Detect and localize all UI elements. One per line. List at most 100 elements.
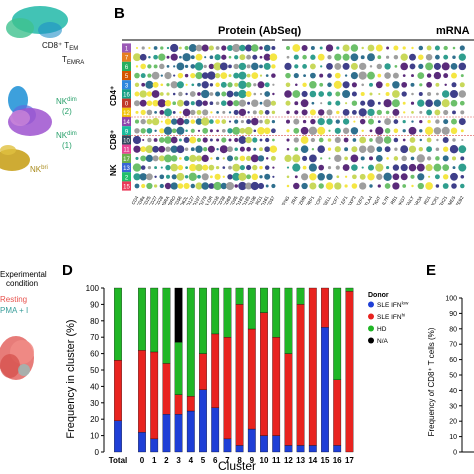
mrna-dot xyxy=(400,164,408,172)
bar-segment xyxy=(235,287,244,305)
mrna-dot xyxy=(327,73,332,78)
mrna-dot xyxy=(419,138,423,142)
protein-dot xyxy=(152,100,159,107)
mrna-dot xyxy=(377,120,381,123)
bar-segment xyxy=(333,379,342,446)
bar-segment xyxy=(321,327,329,453)
protein-dot xyxy=(251,44,259,52)
mrna-dot xyxy=(301,109,308,116)
mrna-dot xyxy=(368,118,374,125)
protein-dot xyxy=(201,44,209,52)
bar-segment xyxy=(186,396,195,412)
mrna-dot xyxy=(452,166,456,170)
protein-column-label: CD62L xyxy=(178,195,190,205)
mrna-dot xyxy=(416,163,425,172)
protein-dot xyxy=(184,175,189,179)
mrna-dot xyxy=(369,82,373,87)
mrna-dot xyxy=(394,147,398,151)
bar-segment xyxy=(223,287,232,338)
nk-dim1-label: NKdim xyxy=(56,131,77,140)
mrna-dot xyxy=(417,173,425,181)
mrna-dot xyxy=(334,127,341,134)
mrna-dot xyxy=(301,90,308,98)
protein-dot xyxy=(216,129,219,133)
mrna-dot xyxy=(342,127,350,134)
mrna-column-label: FCGR3A xyxy=(410,195,423,205)
cluster-row-label: 10 xyxy=(123,139,130,145)
mrna-dot xyxy=(293,127,300,134)
legend-title-line2: condition xyxy=(6,279,39,288)
mrna-dot xyxy=(334,182,342,190)
mrna-column-label: IL7R xyxy=(381,195,390,205)
protein-dot xyxy=(202,164,209,171)
protein-dot xyxy=(190,183,196,189)
donor-legend: Donor SLE IFNlow SLE IFNhi HD N/A xyxy=(368,292,409,345)
mrna-dot xyxy=(318,91,325,97)
mrna-dot xyxy=(452,110,456,115)
mrna-dot xyxy=(361,129,364,133)
protein-dot xyxy=(245,44,253,52)
mrna-dot xyxy=(342,53,350,61)
protein-dot xyxy=(259,64,263,69)
protein-dot xyxy=(219,145,228,154)
protein-dot xyxy=(227,128,233,134)
cluster-row-label: 3 xyxy=(125,83,129,89)
y-tick-label: 40 xyxy=(90,382,99,391)
mrna-dot xyxy=(317,173,325,181)
mrna-dot xyxy=(367,164,375,171)
protein-dot xyxy=(233,63,239,70)
cluster-row-label: 5 xyxy=(125,74,129,80)
mrna-dot xyxy=(375,136,384,144)
protein-dot xyxy=(153,184,158,188)
protein-dot xyxy=(272,92,275,96)
mrna-dot xyxy=(342,62,350,70)
mrna-dot xyxy=(392,173,400,181)
protein-dot xyxy=(183,118,190,125)
protein-dot xyxy=(195,155,203,162)
protein-dot xyxy=(190,147,195,152)
mrna-dot xyxy=(458,90,467,98)
protein-dot xyxy=(227,100,233,107)
protein-dot xyxy=(140,165,146,170)
protein-dot xyxy=(263,44,271,52)
protein-dot xyxy=(245,136,252,144)
mrna-dot xyxy=(425,99,433,108)
protein-dot xyxy=(151,90,160,98)
mrna-dot xyxy=(293,73,299,79)
mrna-dot xyxy=(367,44,375,52)
protein-dot xyxy=(139,173,147,181)
protein-dot xyxy=(195,44,203,52)
protein-column-label: CD8a xyxy=(135,195,145,205)
mrna-column-label: GNLY xyxy=(405,195,415,205)
mrna-dot xyxy=(367,99,375,108)
mrna-dot xyxy=(310,118,316,125)
mrna-dot xyxy=(435,147,440,151)
protein-dot xyxy=(202,127,209,134)
mrna-dot xyxy=(342,81,350,89)
cluster-color-box xyxy=(122,89,131,99)
mrna-dot xyxy=(416,154,425,163)
legend-marker xyxy=(368,301,374,308)
mrna-dot xyxy=(344,147,349,152)
bar-segment xyxy=(247,287,256,330)
mrna-dot xyxy=(434,109,441,116)
cluster-color-box xyxy=(122,181,131,191)
mrna-dot xyxy=(441,90,450,98)
protein-dot xyxy=(135,156,139,160)
e-y-tick-label: 50 xyxy=(449,373,457,380)
y-tick-label: 100 xyxy=(86,284,100,293)
panel-a-umap: CD8⁺ TEM TEMRA NKdim (2) NKdim (1) NKbri xyxy=(0,6,84,174)
protein-dot xyxy=(240,120,244,124)
protein-column-label: CD25 xyxy=(142,195,152,205)
protein-dot xyxy=(157,99,166,108)
protein-dot xyxy=(147,137,152,143)
mrna-dot xyxy=(441,126,450,135)
mrna-dot xyxy=(351,82,357,88)
protein-dot xyxy=(133,53,141,62)
mrna-dot xyxy=(344,184,348,188)
protein-dot xyxy=(146,109,153,116)
protein-dot xyxy=(238,108,247,117)
protein-dot xyxy=(246,64,251,69)
mrna-column-label: TIGIT xyxy=(372,195,382,205)
mrna-dot xyxy=(309,90,317,98)
